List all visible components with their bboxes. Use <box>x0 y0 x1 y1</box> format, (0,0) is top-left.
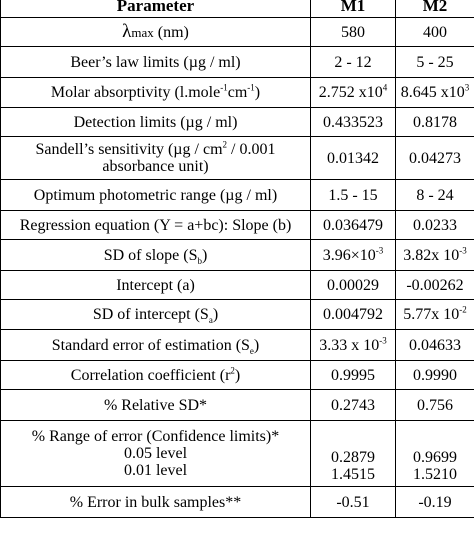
cell-m1: 0.01342 <box>310 136 396 180</box>
cell-m1: 580 <box>310 17 396 47</box>
row-label: % Relative SD* <box>0 389 311 421</box>
table-header-row: Parameter M1 M2 <box>0 0 474 18</box>
row-label: % Error in bulk samples** <box>0 486 311 518</box>
row-label-range-of-error: % Range of error (Confidence limits)* 0.… <box>0 420 311 487</box>
cell-m1: 0.004792 <box>310 299 396 330</box>
cell-m1: 2 - 12 <box>310 46 396 78</box>
cell-m1: 0.2879 1.4515 <box>310 420 396 487</box>
table-row: λmax (nm) 580 400 <box>0 17 474 47</box>
cell-m1: 3.96×10-3 <box>310 239 396 271</box>
cell-m2: 8 - 24 <box>395 179 474 211</box>
table-row: % Range of error (Confidence limits)* 0.… <box>0 420 474 487</box>
table-row: % Relative SD* 0.2743 0.756 <box>0 389 474 421</box>
cell-m2: 5 - 25 <box>395 46 474 78</box>
table-row: SD of slope (Sb) 3.96×10-3 3.82x 10-3 <box>0 239 474 271</box>
table-row: SD of intercept (Sa) 0.004792 5.77x 10-2 <box>0 299 474 330</box>
cell-m2: 3.82x 10-3 <box>395 239 474 271</box>
cell-m1: 2.752 x104 <box>310 77 396 108</box>
cell-m2: -0.19 <box>395 486 474 518</box>
row-label: Optimum photometric range (µg / ml) <box>0 179 311 211</box>
parameter-table-document: Parameter M1 M2 λmax (nm) 580 400 Beer’s… <box>0 0 474 518</box>
header-m1: M1 <box>310 0 396 18</box>
cell-m2: 0.0233 <box>395 210 474 240</box>
cell-m2: 0.04633 <box>395 329 474 361</box>
cell-m1: 0.2743 <box>310 389 396 421</box>
table-row: Correlation coefficient (r2) 0.9995 0.99… <box>0 360 474 390</box>
row-label-standard-error: Standard error of estimation (Se) <box>0 329 311 361</box>
cell-m2: -0.00262 <box>395 270 474 300</box>
cell-m2: 0.8178 <box>395 107 474 137</box>
cell-m1: 0.00029 <box>310 270 396 300</box>
table-row: % Error in bulk samples** -0.51 -0.19 <box>0 486 474 518</box>
cell-m2: 8.645 x103 <box>395 77 474 108</box>
cell-m1: 3.33 x 10-3 <box>310 329 396 361</box>
cell-m2: 0.9990 <box>395 360 474 390</box>
table-row: Beer’s law limits (µg / ml) 2 - 12 5 - 2… <box>0 46 474 78</box>
parameter-table: Parameter M1 M2 λmax (nm) 580 400 Beer’s… <box>0 0 474 518</box>
cell-m2: 5.77x 10-2 <box>395 299 474 330</box>
row-label-sd-intercept: SD of intercept (Sa) <box>0 299 311 330</box>
cell-m2: 0.9699 1.5210 <box>395 420 474 487</box>
cell-m1: 0.9995 <box>310 360 396 390</box>
cell-m1: 0.433523 <box>310 107 396 137</box>
row-label: Intercept (a) <box>0 270 311 300</box>
table-row: Molar absorptivity (l.mole-1cm-1) 2.752 … <box>0 77 474 108</box>
table-row: Regression equation (Y = a+bc): Slope (b… <box>0 210 474 240</box>
table-row: Standard error of estimation (Se) 3.33 x… <box>0 329 474 361</box>
row-label-sd-slope: SD of slope (Sb) <box>0 239 311 271</box>
cell-m1: 1.5 - 15 <box>310 179 396 211</box>
cell-m2: 0.756 <box>395 389 474 421</box>
row-label: Beer’s law limits (µg / ml) <box>0 46 311 78</box>
row-label-molar-absorptivity: Molar absorptivity (l.mole-1cm-1) <box>0 77 311 108</box>
table-row: Detection limits (µg / ml) 0.433523 0.81… <box>0 107 474 137</box>
header-m2: M2 <box>395 0 474 18</box>
row-label-sandell: Sandell’s sensitivity (µg / cm2 / 0.001 … <box>0 136 311 180</box>
header-parameter: Parameter <box>0 0 311 18</box>
row-label: Regression equation (Y = a+bc): Slope (b… <box>0 210 311 240</box>
row-label-lambda-max: λmax (nm) <box>0 17 311 47</box>
row-label: Detection limits (µg / ml) <box>0 107 311 137</box>
cell-m2: 400 <box>395 17 474 47</box>
table-row: Optimum photometric range (µg / ml) 1.5 … <box>0 179 474 211</box>
cell-m1: -0.51 <box>310 486 396 518</box>
cell-m2: 0.04273 <box>395 136 474 180</box>
table-row: Intercept (a) 0.00029 -0.00262 <box>0 270 474 300</box>
row-label-correlation: Correlation coefficient (r2) <box>0 360 311 390</box>
cell-m1: 0.036479 <box>310 210 396 240</box>
table-row: Sandell’s sensitivity (µg / cm2 / 0.001 … <box>0 136 474 180</box>
